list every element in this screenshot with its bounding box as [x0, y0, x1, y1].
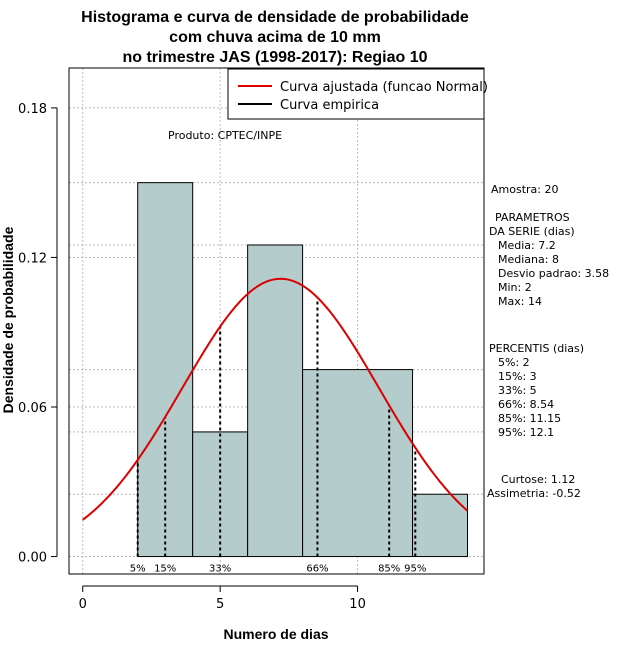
chart-title-line-3: no trimestre JAS (1998-2017): Regiao 10 [122, 49, 427, 66]
y-tick-label-2: 0.12 [18, 251, 47, 266]
fitted-normal-curve [82, 277, 469, 521]
chart-title-line-1: Histograma e curva de densidade de proba… [81, 9, 469, 26]
stat-percentis-title: PERCENTIS (dias) [489, 342, 584, 355]
legend-empirical-label: Curva empirica [280, 98, 379, 113]
stat-params-title-1: PARAMETROS [495, 211, 570, 224]
plot-frame [68, 67, 485, 575]
histogram-bar-4 [412, 493, 469, 558]
stat-p33: 33%: 5 [498, 384, 537, 397]
stat-assimetria: Assimetria: -0.52 [487, 487, 581, 500]
percentile-label-5: 95% [404, 564, 426, 575]
x-tick-label-0: 0 [79, 597, 87, 612]
stat-media: Media: 7.2 [498, 239, 556, 252]
percentile-markers: 5% 15% 33% 66% 85% 95% [130, 297, 426, 575]
y-tick-label-0: 0.00 [18, 551, 47, 566]
stat-desvio: Desvio padrao: 3.58 [498, 267, 609, 280]
legend: Curva ajustada (funcao Normal) Curva emp… [227, 68, 488, 120]
percentile-label-3: 66% [306, 564, 328, 575]
stat-p5: 5%: 2 [498, 356, 530, 369]
stats-panel: Amostra: 20 PARAMETROS DA SERIE (dias) M… [487, 183, 609, 500]
y-tick-label-3: 0.18 [18, 102, 47, 117]
stat-mediana: Mediana: 8 [498, 253, 559, 266]
stat-sample: Amostra: 20 [491, 183, 558, 196]
stat-max: Max: 14 [498, 295, 542, 308]
y-axis-title: Densidade de probabilidade [0, 226, 16, 413]
percentile-label-2: 33% [209, 564, 231, 575]
legend-box [227, 68, 485, 120]
stat-params-title-2: DA SERIE (dias) [489, 225, 575, 238]
curves [82, 277, 469, 521]
legend-fitted-label: Curva ajustada (funcao Normal) [280, 80, 488, 95]
percentile-label-0: 5% [130, 564, 146, 575]
histogram-bar-2 [247, 244, 304, 558]
product-annotation: Produto: CPTEC/INPE [168, 129, 282, 142]
percentile-label-4: 85% [378, 564, 400, 575]
histogram-bar-3 [302, 369, 414, 558]
x-axis-title: Numero de dias [223, 626, 328, 642]
stat-p66: 66%: 8.54 [498, 398, 554, 411]
stat-p15: 15%: 3 [498, 370, 537, 383]
chart-title-line-2: com chuva acima de 10 mm [169, 29, 381, 46]
percentile-label-1: 15% [154, 564, 176, 575]
stat-p95: 95%: 12.1 [498, 426, 554, 439]
x-tick-label-1: 5 [216, 597, 224, 612]
stat-p85: 85%: 11.15 [498, 412, 561, 425]
y-tick-label-1: 0.06 [18, 401, 47, 416]
stat-curtose: Curtose: 1.12 [501, 473, 575, 486]
stat-min: Min: 2 [498, 281, 532, 294]
axes: 0 5 10 0.00 0.06 0.12 0.18 [18, 102, 366, 612]
x-tick-label-2: 10 [349, 597, 366, 612]
